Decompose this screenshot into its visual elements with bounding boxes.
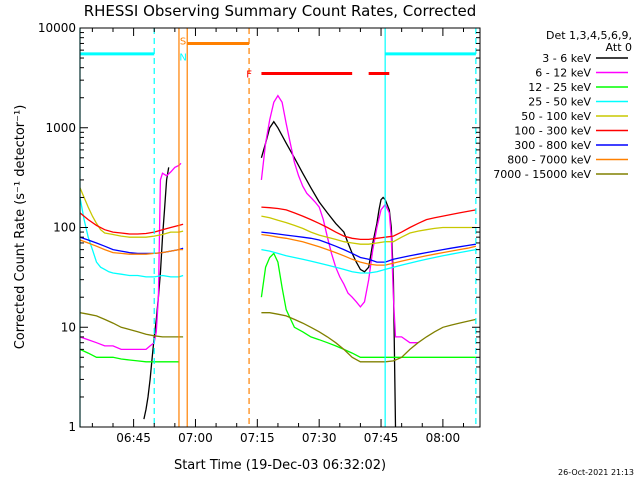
series-line-7000-15000-kev xyxy=(80,312,184,338)
legend-label: 25 - 50 keV xyxy=(528,96,591,109)
y-tick-label: 100 xyxy=(53,221,76,235)
series-line-12-25-kev xyxy=(80,348,179,363)
legend-label: 3 - 6 keV xyxy=(542,52,591,65)
chart-title: RHESSI Observing Summary Count Rates, Co… xyxy=(84,2,477,20)
series-line-25-50-kev xyxy=(261,248,477,274)
x-tick-label: 08:00 xyxy=(426,431,461,445)
legend-label: 50 - 100 keV xyxy=(521,110,591,123)
series-line-25-50-kev xyxy=(80,197,184,278)
x-tick-label: 07:15 xyxy=(240,431,275,445)
legend-label: 12 - 25 keV xyxy=(528,81,591,94)
series-line-7000-15000-kev xyxy=(261,312,477,363)
series-line-6-12-kev xyxy=(80,162,182,351)
y-tick-label: 10 xyxy=(61,320,76,334)
legend-label: 800 - 7000 keV xyxy=(507,154,591,167)
y-tick-label: 1000 xyxy=(45,121,76,135)
series-line-800-7000-kev xyxy=(261,233,477,266)
series-line-50-100-kev xyxy=(261,215,476,245)
x-axis-label: Start Time (19-Dec-03 06:32:02) xyxy=(174,458,386,473)
legend-label: 7000 - 15000 keV xyxy=(493,168,591,181)
footer-timestamp: 26-Oct-2021 21:13 xyxy=(558,468,634,477)
annotation-label: S xyxy=(180,36,186,47)
series-line-100-300-kev xyxy=(261,206,477,241)
legend-title: Att 0 xyxy=(606,41,632,54)
series-line-100-300-kev xyxy=(80,212,184,235)
legend-title: Det 1,3,4,5,6,9, xyxy=(546,29,632,42)
annotation-label: N xyxy=(179,52,186,63)
series-line-800-7000-kev xyxy=(80,239,184,255)
status-bar-layer: SN F xyxy=(79,28,477,427)
x-tick-label: 07:30 xyxy=(302,431,337,445)
series-line-300-800-kev xyxy=(261,231,477,263)
legend-label: 100 - 300 keV xyxy=(514,125,591,138)
y-tick-label: 10000 xyxy=(38,21,76,35)
series-line-3-6-kev xyxy=(143,167,170,420)
series-line-3-6-kev xyxy=(260,120,397,427)
series-layer xyxy=(80,94,477,427)
x-axis: 06:45 07:00 07:15 07:30 07:45 08:00 xyxy=(91,28,465,445)
x-tick-label: 07:45 xyxy=(364,431,399,445)
legend-label: 300 - 800 keV xyxy=(514,139,591,152)
legend-label: 6 - 12 keV xyxy=(535,67,591,80)
y-axis: 1 10 100 1000 10000 xyxy=(38,21,480,434)
x-tick-label: 07:00 xyxy=(178,431,213,445)
y-axis-label: Corrected Count Rate (s⁻¹ detector⁻¹) xyxy=(13,105,28,350)
legend: Det 1,3,4,5,6,9,Att 0 3 - 6 keV 6 - 12 keV… xyxy=(493,29,632,181)
series-line-6-12-kev xyxy=(260,94,419,344)
x-tick-label: 06:45 xyxy=(116,431,151,445)
annotation-label: F xyxy=(246,69,252,80)
series-line-12-25-kev xyxy=(260,252,476,358)
plot-area: SN F xyxy=(79,27,481,428)
series-line-50-100-kev xyxy=(80,187,184,238)
plot-frame xyxy=(79,27,481,428)
y-tick-label: 1 xyxy=(68,420,76,434)
